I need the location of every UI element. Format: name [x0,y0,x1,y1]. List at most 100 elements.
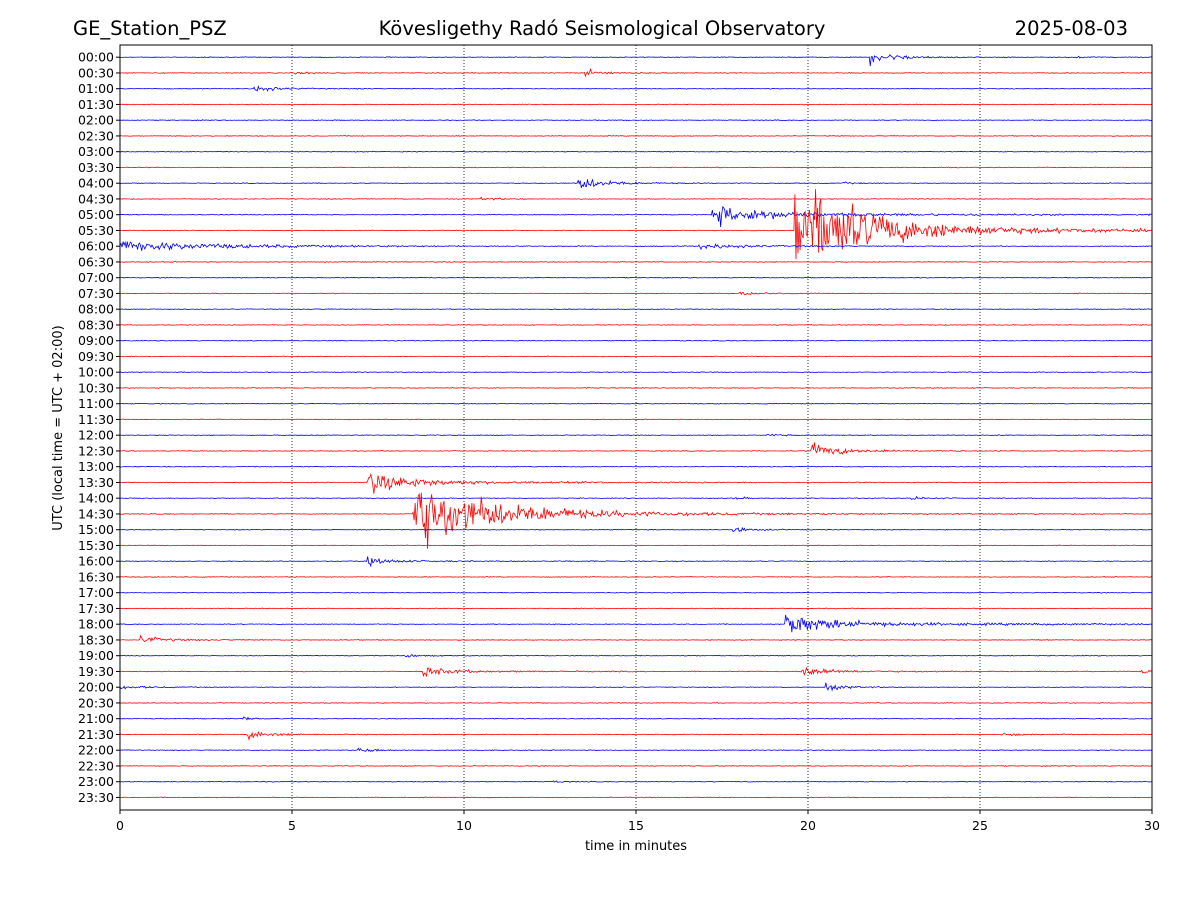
y-axis-label: UTC (local time = UTC + 02:00) [51,325,66,530]
trace-0430 [119,196,1153,201]
y-tick-label: 05:30 [78,223,114,238]
y-tick-label: 23:00 [78,774,114,789]
y-tick-label: 13:00 [78,459,114,474]
trace-1000 [119,371,1153,374]
y-tick-label: 19:30 [78,664,114,679]
y-tick-label: 09:30 [78,349,114,364]
y-tick-label: 12:00 [78,428,114,443]
trace-1730 [119,607,1153,610]
trace-0800 [119,308,1153,311]
y-axis-ticks: 00:0000:3001:0001:3002:0002:3003:0003:30… [78,50,120,805]
trace-0330 [119,166,1153,169]
y-tick-label: 16:00 [78,554,114,569]
trace-0230 [119,135,1153,137]
trace-0930 [119,355,1153,358]
trace-1800 [119,614,1153,633]
y-tick-label: 06:30 [78,254,114,269]
trace-1930 [119,666,1153,678]
y-tick-label: 02:00 [78,113,114,128]
y-tick-label: 21:00 [78,711,114,726]
trace-1900 [119,653,1153,658]
trace-1600 [119,556,1153,568]
x-tick-label: 25 [972,818,988,833]
x-tick-label: 5 [288,818,296,833]
x-tick-label: 20 [800,818,816,833]
y-tick-label: 18:00 [78,617,114,632]
x-axis-ticks: 0 5 10 15 20 25 30 [116,810,1160,833]
y-tick-label: 11:00 [78,396,114,411]
y-tick-label: 15:30 [78,538,114,553]
y-tick-label: 15:00 [78,522,114,537]
trace-1430 [119,492,1153,549]
y-tick-label: 04:30 [78,191,114,206]
trace-0730 [119,291,1153,296]
trace-0030 [119,67,1153,78]
station-name: GE_Station_PSZ [73,17,227,40]
y-tick-label: 10:30 [78,380,114,395]
trace-0630 [119,261,1153,263]
y-tick-label: 12:30 [78,443,114,458]
y-tick-label: 07:00 [78,270,114,285]
x-tick-label: 0 [116,818,124,833]
trace-1200 [119,433,1153,437]
chart-title: Kövesligethy Radó Seismological Observat… [379,17,826,40]
trace-1530 [119,544,1153,547]
x-tick-label: 15 [628,818,644,833]
trace-1700 [119,591,1153,594]
x-tick-label: 10 [456,818,472,833]
trace-2330 [119,796,1153,799]
x-tick-label: 30 [1144,818,1160,833]
trace-0400 [119,178,1153,189]
trace-1400 [119,495,1153,501]
trace-1500 [119,526,1153,533]
trace-0830 [119,324,1153,326]
trace-0900 [119,339,1153,342]
y-tick-label: 14:30 [78,506,114,521]
trace-2000 [119,682,1153,692]
y-tick-label: 00:30 [78,65,114,80]
trace-2300 [119,780,1153,783]
y-tick-label: 11:30 [78,412,114,427]
y-tick-label: 01:00 [78,81,114,96]
trace-0530 [119,189,1153,260]
y-tick-label: 06:00 [78,239,114,254]
y-tick-label: 17:30 [78,601,114,616]
y-tick-label: 17:00 [78,585,114,600]
trace-1130 [119,418,1153,421]
trace-0200 [119,119,1153,122]
y-tick-label: 03:00 [78,144,114,159]
trace-0500 [119,206,1153,228]
y-tick-label: 02:30 [78,128,114,143]
trace-0700 [119,276,1153,279]
x-axis-label: time in minutes [585,839,687,854]
trace-1300 [119,465,1153,468]
y-tick-label: 09:00 [78,333,114,348]
trace-0100 [119,85,1153,92]
trace-0000 [119,54,1153,67]
y-tick-label: 00:00 [78,50,114,65]
y-tick-label: 18:30 [78,632,114,647]
y-tick-label: 19:00 [78,648,114,663]
y-tick-label: 03:30 [78,160,114,175]
trace-1100 [119,402,1153,405]
trace-1230 [119,442,1153,455]
y-tick-label: 22:00 [78,743,114,758]
trace-2200 [119,747,1153,753]
trace-1330 [119,473,1153,494]
trace-2030 [119,702,1153,704]
y-tick-label: 04:00 [78,176,114,191]
trace-1630 [119,576,1153,578]
trace-2230 [119,765,1153,767]
trace-1830 [119,634,1153,643]
y-tick-label: 08:30 [78,317,114,332]
chart-date: 2025-08-03 [1015,17,1128,40]
y-tick-label: 08:00 [78,302,114,317]
y-tick-label: 21:30 [78,727,114,742]
y-tick-label: 13:30 [78,475,114,490]
y-tick-label: 07:30 [78,286,114,301]
seismogram-traces [119,54,1153,799]
trace-0130 [119,103,1153,106]
trace-2130 [119,730,1153,741]
